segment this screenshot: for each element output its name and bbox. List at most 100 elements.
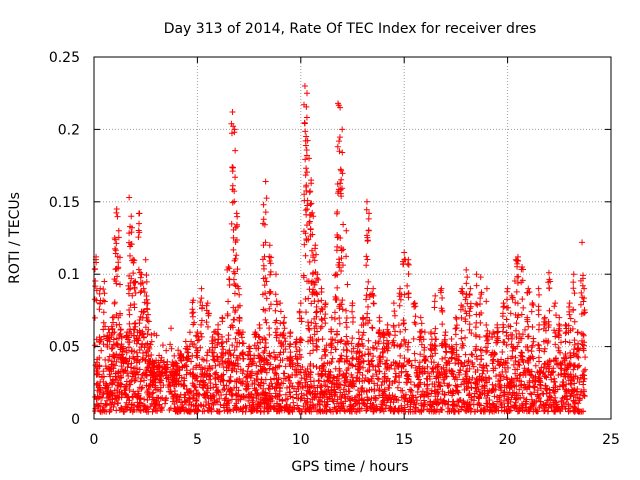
background-point [558,339,565,346]
background-point [113,395,120,402]
background-point [286,377,293,384]
spike-point [477,295,484,302]
background-point [488,404,495,411]
background-point [445,389,452,396]
spike-point [453,341,460,348]
spike-point [556,321,563,328]
background-point [431,381,438,388]
spike-point [349,308,356,315]
spike-point [112,245,119,252]
background-point [94,381,101,388]
background-point [186,408,193,415]
spike-point [229,199,236,206]
background-point [211,394,218,401]
spike-point [225,332,232,339]
spike-point [512,327,519,334]
background-point [267,396,274,403]
background-point [300,392,307,399]
background-point [190,366,197,373]
background-point [338,352,345,359]
background-point [374,375,381,382]
background-point [197,373,204,380]
background-point [464,362,471,369]
background-point [137,378,144,385]
background-point [485,374,492,381]
background-point [327,375,334,382]
spike-point [504,355,511,362]
background-point [543,401,550,408]
spike-point [334,271,341,278]
data-point [260,201,267,208]
background-point [193,387,200,394]
spike-point [503,329,510,336]
background-point [506,407,513,414]
background-point [349,382,356,389]
background-point [381,373,388,380]
background-point [411,381,418,388]
spike-point [339,149,346,156]
background-point [573,388,580,395]
spike-point [535,342,542,349]
background-point [260,385,267,392]
background-point [476,395,483,402]
background-point [236,375,243,382]
spike-point [317,325,324,332]
data-point [529,300,536,307]
spike-point [350,354,357,361]
background-point [481,407,488,414]
spike-point [545,324,552,331]
spike-point [318,323,325,330]
spike-point [411,319,418,326]
background-point [458,360,465,367]
spike-point [230,352,237,359]
spike-point [570,307,577,314]
background-point [416,381,423,388]
spike-point [557,349,564,356]
background-point [373,345,380,352]
background-point [580,368,587,375]
background-point [491,393,498,400]
spike-point [233,221,240,228]
spike-point [218,349,225,356]
spike-point [462,316,469,323]
data-point [574,329,581,336]
background-point [448,370,455,377]
spike-point [218,354,225,361]
spike-point [106,353,113,360]
background-point [374,405,381,412]
background-point [508,375,515,382]
data-point [229,109,236,116]
background-point [503,384,510,391]
background-point [123,399,130,406]
background-point [536,394,543,401]
background-point [572,362,579,369]
background-point [376,386,383,393]
background-point [150,389,157,396]
background-point [387,407,394,414]
spike-point [369,325,376,332]
spike-point [571,290,578,297]
spike-point [137,274,144,281]
background-point [384,364,391,371]
spike-point [499,328,506,335]
spike-point [397,328,404,335]
background-point [331,389,338,396]
background-point [517,404,524,411]
background-point [407,388,414,395]
spike-point [477,319,484,326]
spike-point [198,333,205,340]
background-point [354,374,361,381]
background-point [93,396,100,402]
spike-point [219,343,226,350]
spike-point [262,336,269,343]
background-point [255,401,262,408]
spike-point [259,256,266,263]
background-point [550,387,557,394]
data-point [173,372,180,379]
data-point [363,198,370,205]
spike-point [503,316,510,323]
spike-point [198,295,205,302]
background-point [394,384,401,391]
spike-point [272,329,279,336]
background-point [446,367,453,374]
